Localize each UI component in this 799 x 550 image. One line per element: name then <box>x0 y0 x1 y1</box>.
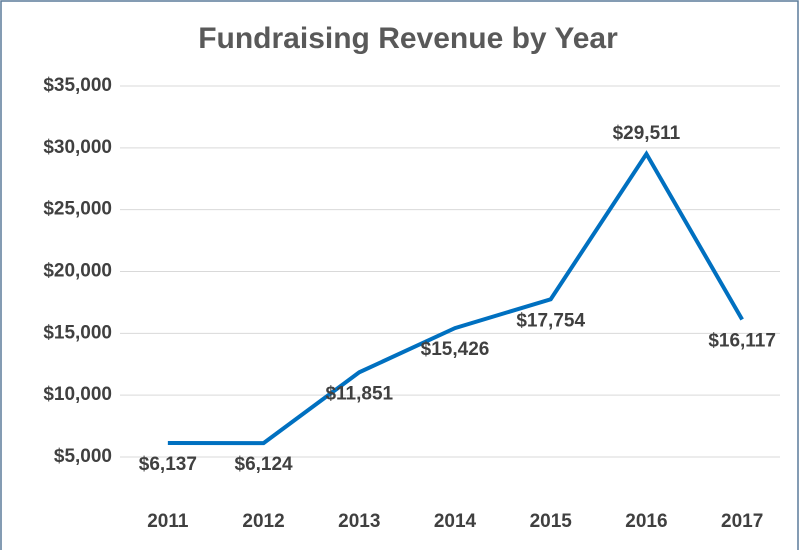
data-label: $17,754 <box>516 310 585 331</box>
x-tick-label: 2011 <box>147 511 189 532</box>
x-tick-label: 2014 <box>434 511 477 532</box>
x-tick-label: 2013 <box>338 511 380 532</box>
x-tick-label: 2017 <box>721 511 763 532</box>
x-tick-label: 2016 <box>625 511 667 532</box>
data-label: $16,117 <box>708 331 776 352</box>
y-tick-label: $30,000 <box>43 137 112 158</box>
data-label: $6,137 <box>139 454 197 475</box>
y-tick-label: $25,000 <box>43 199 112 220</box>
chart-title: Fundraising Revenue by Year <box>198 22 618 55</box>
y-tick-label: $35,000 <box>43 75 112 96</box>
y-tick-label: $15,000 <box>43 322 112 343</box>
data-label: $15,426 <box>421 339 490 360</box>
data-label: $29,511 <box>613 123 681 144</box>
y-tick-label: $5,000 <box>54 446 112 467</box>
data-label: $6,124 <box>235 454 294 475</box>
data-label: $11,851 <box>325 383 393 404</box>
y-tick-label: $20,000 <box>43 261 112 282</box>
x-tick-label: 2015 <box>530 511 573 532</box>
x-tick-label: 2012 <box>242 511 284 532</box>
line-series <box>167 150 744 446</box>
y-tick-label: $10,000 <box>43 384 112 405</box>
